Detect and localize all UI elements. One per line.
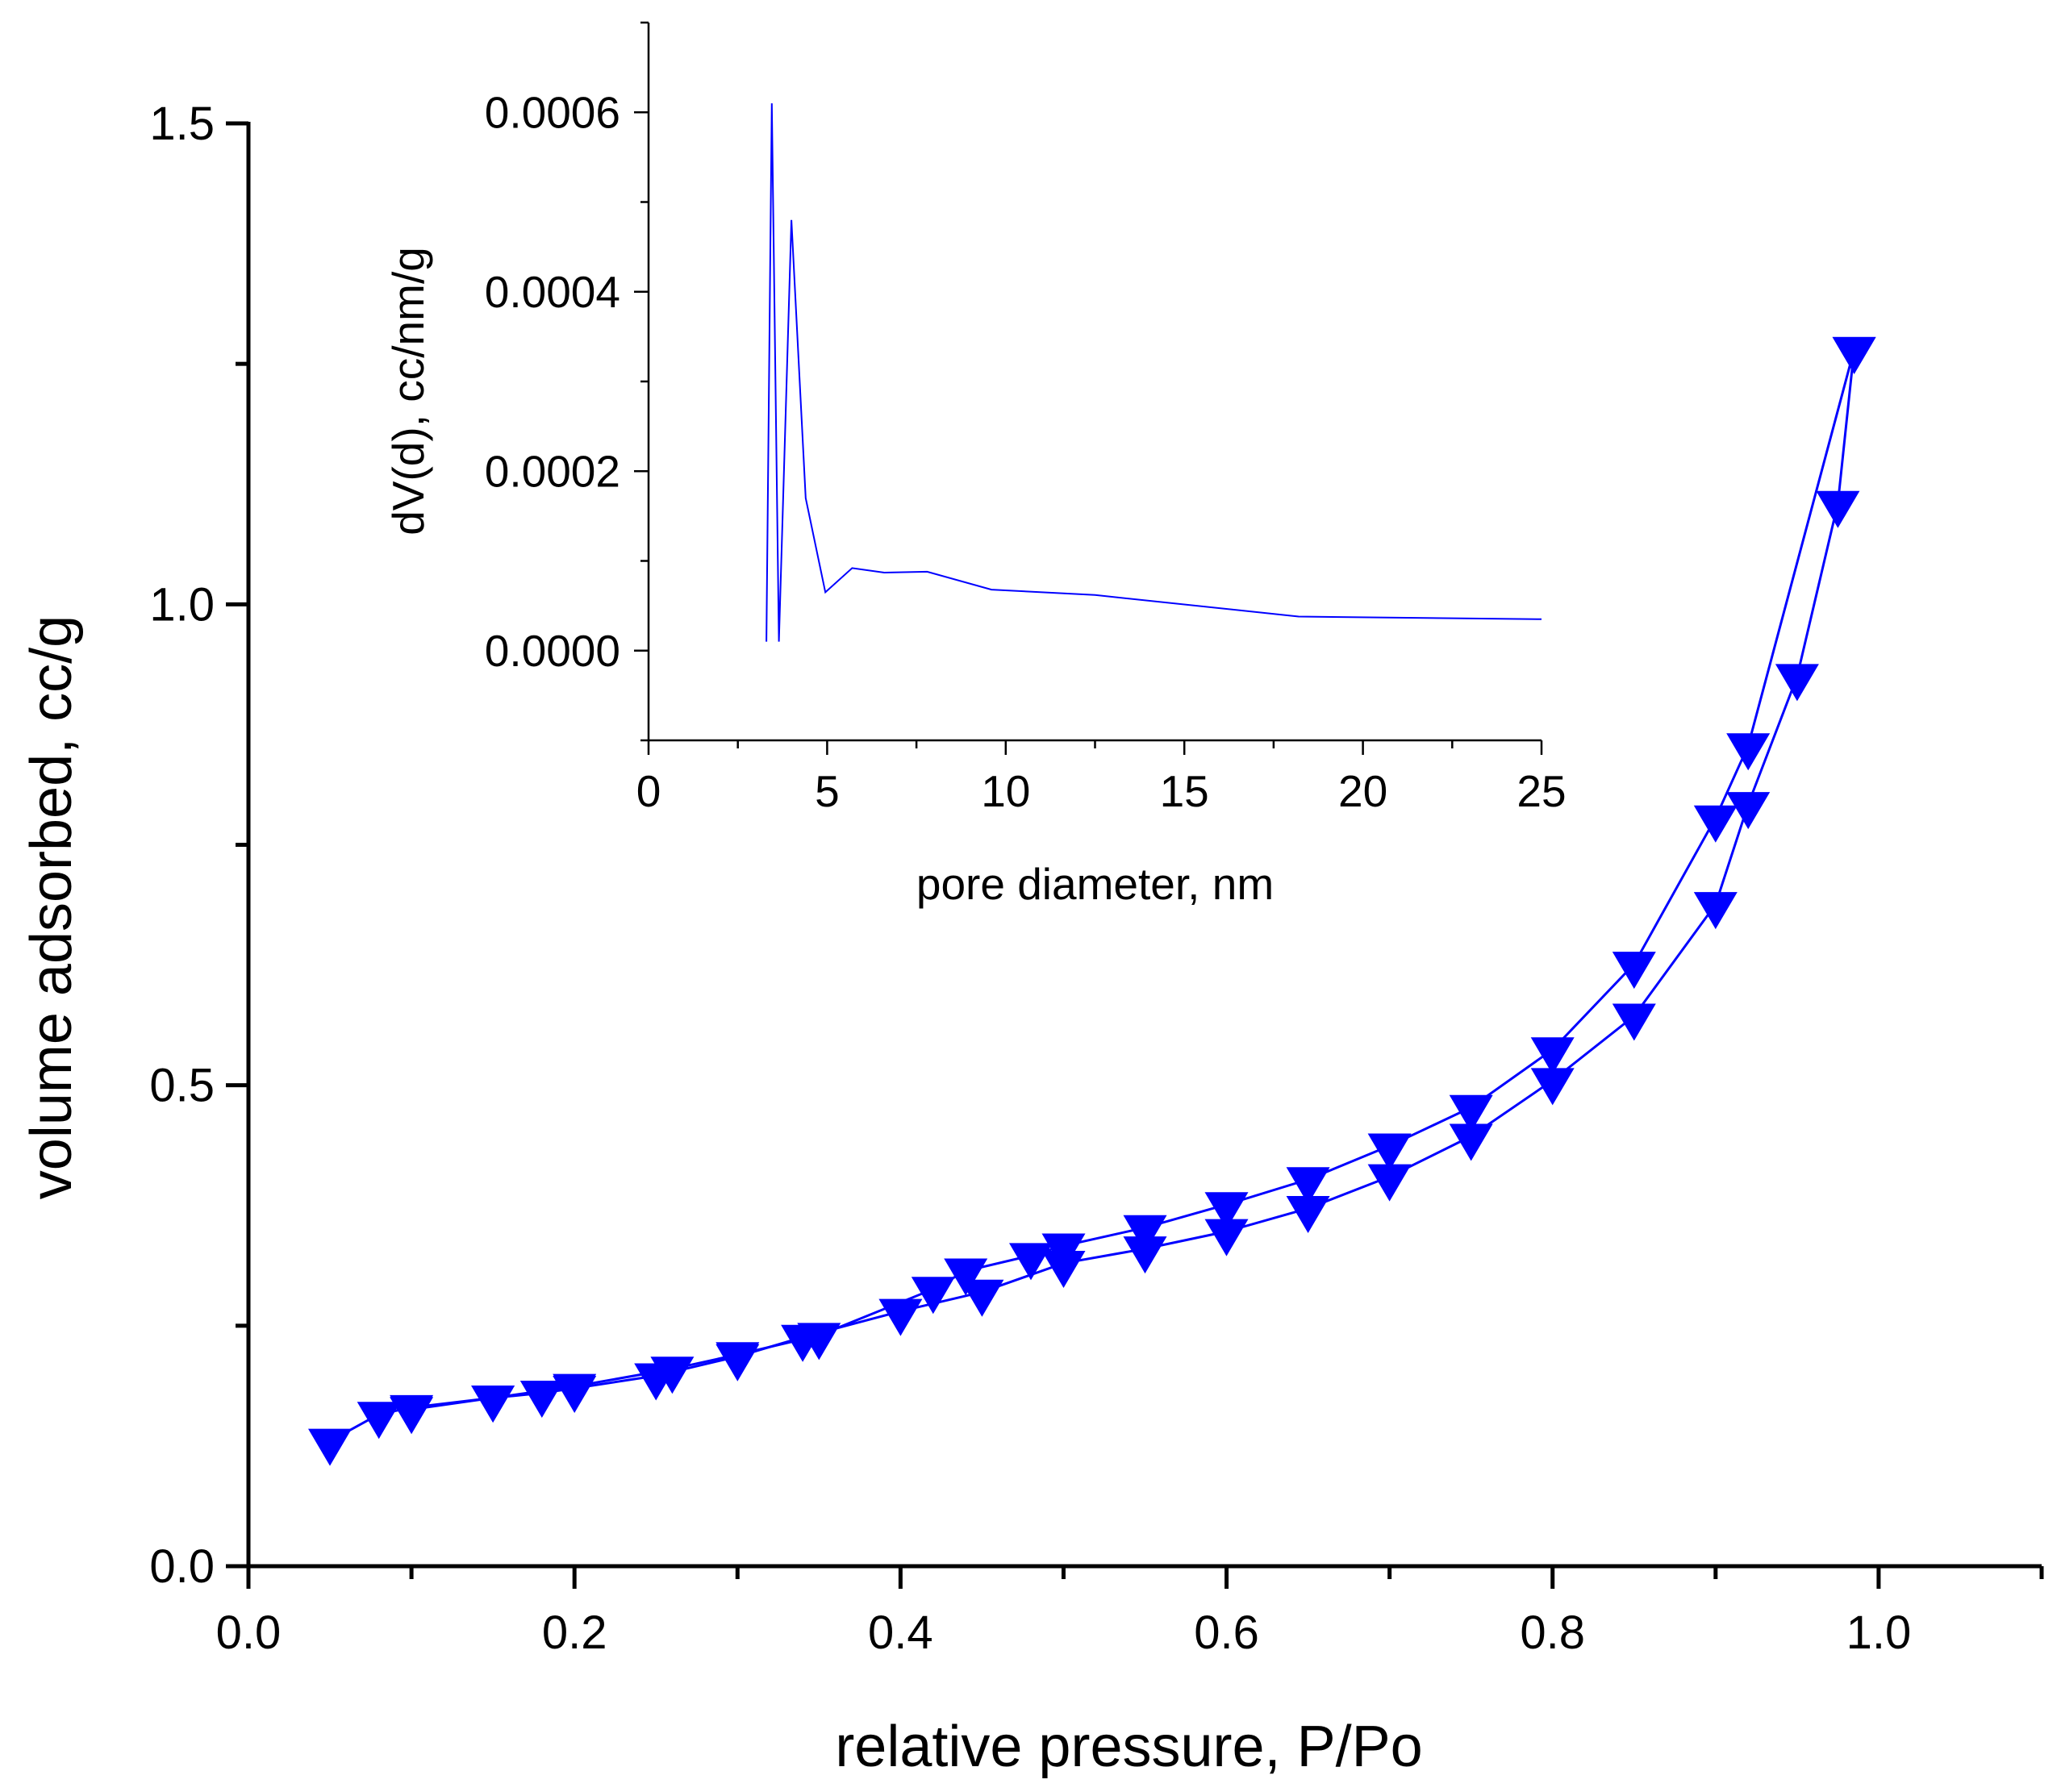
inset-x-tick-label: 15 — [1160, 766, 1209, 816]
desorption-marker — [944, 1258, 988, 1296]
inset-chart: 0 5 10 15 20 25 0.0000 0.0002 0.0004 0.0006 pore d… — [383, 21, 1567, 909]
x-axis-title: relative pressure, P/Po — [835, 1715, 1422, 1779]
inset-y-tick-label: 0.0000 — [485, 626, 620, 676]
x-tick-label: 0.8 — [1520, 1607, 1585, 1659]
inset-y-axis-title: dV(d), cc/nm/g — [383, 247, 433, 536]
desorption-marker — [1693, 805, 1738, 843]
desorption-marker — [797, 1323, 841, 1361]
desorption-marker — [650, 1357, 695, 1394]
desorption-marker — [390, 1397, 434, 1435]
adsorption-marker — [1367, 1164, 1412, 1202]
adsorption-marker — [1775, 664, 1819, 702]
desorption-marker — [716, 1342, 760, 1380]
desorption-marker — [1832, 336, 1876, 374]
y-tick-label: 1.0 — [149, 578, 215, 631]
inset-x-tick-label: 10 — [981, 766, 1030, 816]
desorption-marker — [553, 1373, 597, 1411]
desorption-marker — [471, 1386, 515, 1423]
adsorption-marker — [1449, 1123, 1493, 1161]
inset-x-axis-title: pore diameter, nm — [916, 859, 1274, 909]
main-chart: 0.0 0.2 0.4 0.6 0.8 1.0 0.0 0.5 1.0 1.5 relative p… — [19, 98, 2044, 1779]
adsorption-marker — [1123, 1236, 1167, 1274]
desorption-marker — [1123, 1215, 1167, 1252]
desorption-marker — [1204, 1192, 1249, 1230]
adsorption-marker — [1204, 1219, 1249, 1256]
adsorption-marker — [1726, 792, 1771, 830]
desorption-marker — [911, 1277, 955, 1315]
inset-y-tick-label: 0.0002 — [485, 446, 620, 496]
x-tick-label: 1.0 — [1846, 1607, 1912, 1659]
inset-x-tick-label: 25 — [1517, 766, 1566, 816]
y-axis-title: volume adsorbed, cc/g — [19, 615, 84, 1199]
y-tick-label: 1.5 — [149, 98, 215, 150]
inset-series-line — [766, 103, 1542, 642]
desorption-marker — [1367, 1133, 1412, 1171]
adsorption-marker — [1530, 1068, 1575, 1106]
adsorption-marker — [1612, 1003, 1656, 1041]
adsorption-marker — [1693, 892, 1738, 930]
x-tick-label: 0.6 — [1194, 1607, 1259, 1659]
adsorption-marker — [1286, 1196, 1330, 1233]
desorption-marker — [1286, 1167, 1330, 1205]
y-tick-label: 0.5 — [149, 1060, 215, 1112]
desorption-marker — [1449, 1094, 1493, 1132]
adsorption-marker — [1816, 490, 1860, 528]
desorption-marker — [1530, 1037, 1575, 1075]
adsorption-marker — [878, 1298, 923, 1336]
inset-x-tick-label: 5 — [815, 766, 840, 816]
desorption-marker — [1009, 1243, 1053, 1281]
desorption-marker — [1612, 952, 1656, 990]
inset-y-tick-label: 0.0004 — [485, 267, 620, 317]
adsorption-marker — [519, 1381, 564, 1418]
adsorption-marker — [357, 1402, 401, 1440]
inset-x-tick-label: 20 — [1338, 766, 1387, 816]
inset-x-tick-label: 0 — [636, 766, 661, 816]
desorption-marker — [1041, 1233, 1086, 1271]
adsorption-marker — [308, 1428, 352, 1466]
inset-y-tick-label: 0.0006 — [485, 87, 620, 137]
desorption-marker — [1726, 733, 1771, 771]
x-tick-label: 0.0 — [216, 1607, 282, 1659]
y-tick-label: 0.0 — [149, 1540, 215, 1593]
x-tick-label: 0.4 — [868, 1607, 933, 1659]
series-desorption — [390, 336, 1876, 1435]
x-tick-label: 0.2 — [542, 1607, 607, 1659]
adsorption-marker — [960, 1279, 1004, 1317]
